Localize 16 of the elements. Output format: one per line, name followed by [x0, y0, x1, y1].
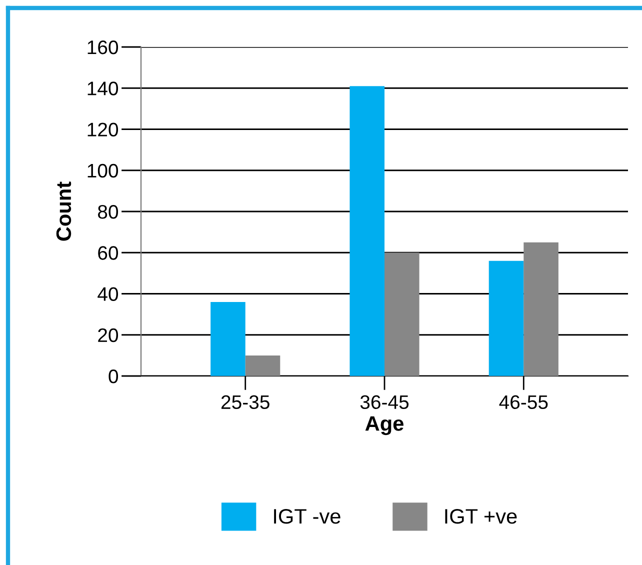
x-axis-title: Age: [365, 416, 404, 436]
x-tick-label: 25-35: [221, 395, 270, 410]
x-tick-label: 46-55: [499, 395, 548, 410]
y-tick-label: 60: [98, 246, 118, 260]
y-tick-label: 140: [88, 82, 118, 96]
legend-label: IGT -ve: [274, 508, 340, 524]
y-tick-label: 160: [88, 40, 118, 54]
y-tick-label: 80: [98, 204, 118, 219]
x-tick-label: 36-45: [360, 395, 409, 410]
y-axis-title: Count: [56, 182, 72, 241]
y-tick-label: 100: [88, 164, 118, 178]
y-tick-label: 0: [108, 369, 118, 384]
y-tick-label: 40: [98, 287, 118, 301]
legend-label: IGT +ve: [445, 508, 517, 524]
y-tick-label: 120: [88, 122, 118, 136]
y-tick-label: 20: [98, 328, 118, 342]
